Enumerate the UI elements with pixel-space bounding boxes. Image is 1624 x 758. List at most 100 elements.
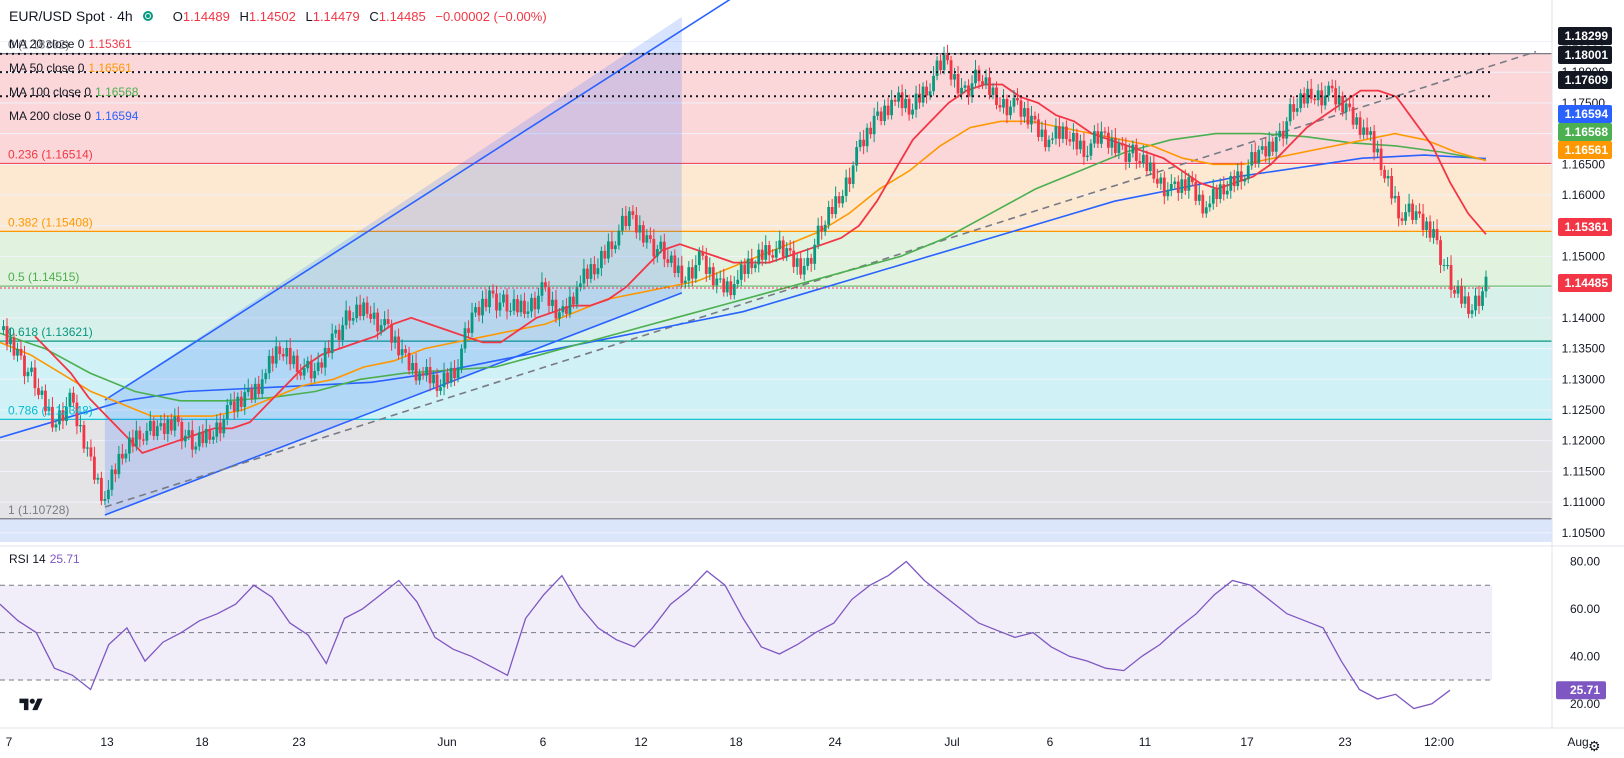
candle-body — [141, 439, 145, 441]
candle-body — [900, 92, 904, 109]
candle-body — [1197, 194, 1201, 201]
candle-body — [30, 367, 33, 372]
candle-body — [323, 347, 327, 368]
fib-labels: 0 (1.18302) 0.236 (1.16514) 0.382 (1.15408… — [8, 38, 93, 517]
tradingview-logo-icon[interactable] — [18, 696, 44, 714]
candle-body — [1218, 184, 1222, 200]
candle-body — [9, 337, 12, 345]
candle-body — [1089, 143, 1093, 156]
rsi-pane[interactable] — [0, 545, 1624, 710]
rsi-legend[interactable]: RSI 14 25.71 — [9, 552, 80, 566]
candle-body — [1148, 162, 1152, 172]
date-tick-label: 13 — [100, 735, 114, 749]
candle-body — [830, 206, 834, 215]
candle-body — [704, 255, 708, 274]
candle-body — [551, 299, 554, 306]
candle-body — [662, 241, 666, 260]
candle-body — [729, 281, 733, 296]
candle-body — [421, 373, 425, 376]
candle-body — [1092, 131, 1096, 144]
candle-body — [12, 337, 16, 356]
candle-body — [463, 328, 467, 349]
candle-body — [1239, 171, 1243, 182]
candle-body — [134, 430, 138, 447]
date-tick-label: 12 — [634, 735, 648, 749]
candle-body — [23, 355, 26, 377]
candle-body — [544, 282, 547, 288]
rsi-tick-label: 80.00 — [1570, 554, 1600, 568]
candle-body — [858, 139, 862, 148]
candle-body — [795, 258, 799, 267]
candle-body — [1232, 175, 1236, 187]
candle-body — [400, 349, 404, 356]
candle-body — [1086, 155, 1089, 157]
candle-body — [876, 111, 880, 116]
candle-body — [190, 430, 194, 450]
candle-body — [743, 264, 747, 274]
candle-body — [264, 373, 268, 380]
candle-body — [1002, 98, 1005, 108]
candle-body — [904, 98, 907, 109]
candle-body — [54, 424, 58, 428]
candle-body — [715, 278, 719, 286]
symbol-title[interactable]: EUR/USD Spot · 4h — [9, 8, 133, 24]
candle-body — [816, 225, 820, 245]
price-tick-label: 1.11000 — [1563, 495, 1606, 509]
candle-body — [99, 477, 103, 501]
candle-body — [33, 367, 37, 389]
ma-legend-row[interactable]: MA 20 close 0 1.15361 — [9, 32, 138, 56]
candle-body — [16, 348, 19, 356]
price-tag-label: 1.17609 — [1565, 73, 1609, 87]
price-tag-label: 1.14485 — [1565, 276, 1609, 290]
candle-body — [152, 421, 156, 437]
candle-body — [208, 429, 212, 440]
candle-body — [1383, 169, 1387, 179]
fib-label: 0.786 (1.12348) — [8, 403, 93, 417]
candle-body — [271, 355, 275, 364]
candle-body — [383, 319, 387, 326]
candle-body — [274, 346, 278, 364]
candle-body — [890, 99, 893, 116]
candle-body — [638, 225, 642, 233]
candle-body — [939, 60, 942, 71]
ma-legend-row[interactable]: MA 50 close 0 1.16561 — [9, 56, 138, 80]
candle-body — [809, 257, 813, 264]
candle-body — [313, 370, 317, 379]
candle-body — [236, 396, 240, 412]
ma-legend-row[interactable]: MA 100 close 0 1.16568 — [9, 80, 138, 104]
candle-body — [355, 304, 359, 319]
ma-legend-row[interactable]: MA 200 close 0 1.16594 — [9, 104, 138, 128]
candle-body — [792, 250, 796, 267]
candle-body — [624, 215, 628, 227]
candle-body — [93, 456, 96, 480]
candle-body — [687, 267, 691, 281]
candle-body — [320, 362, 324, 368]
candle-body — [778, 240, 782, 250]
candle-body — [1250, 152, 1254, 166]
candle-body — [1313, 98, 1317, 101]
candle-body — [425, 366, 428, 376]
candle-body — [159, 423, 163, 427]
candle-body — [1106, 132, 1110, 148]
open-label: O — [172, 8, 183, 24]
candle-body — [575, 287, 579, 305]
candle-body — [1306, 88, 1310, 104]
candle-body — [984, 77, 988, 85]
candle-body — [512, 299, 516, 311]
candle-body — [26, 371, 30, 377]
fib-label: 0.236 (1.16514) — [8, 147, 93, 161]
candle-body — [460, 348, 463, 369]
candle-body — [316, 362, 320, 371]
candle-body — [718, 278, 722, 280]
candle-body — [1016, 97, 1019, 101]
candle-body — [495, 293, 498, 311]
date-tick-label: 11 — [1139, 735, 1152, 749]
candle-body — [774, 249, 778, 258]
candle-body — [96, 477, 100, 480]
gear-icon[interactable]: ⚙ — [1588, 738, 1601, 754]
candle-body — [1204, 207, 1208, 214]
candle-body — [645, 235, 649, 243]
price-tag — [1558, 71, 1612, 89]
candle-body — [1253, 152, 1257, 164]
